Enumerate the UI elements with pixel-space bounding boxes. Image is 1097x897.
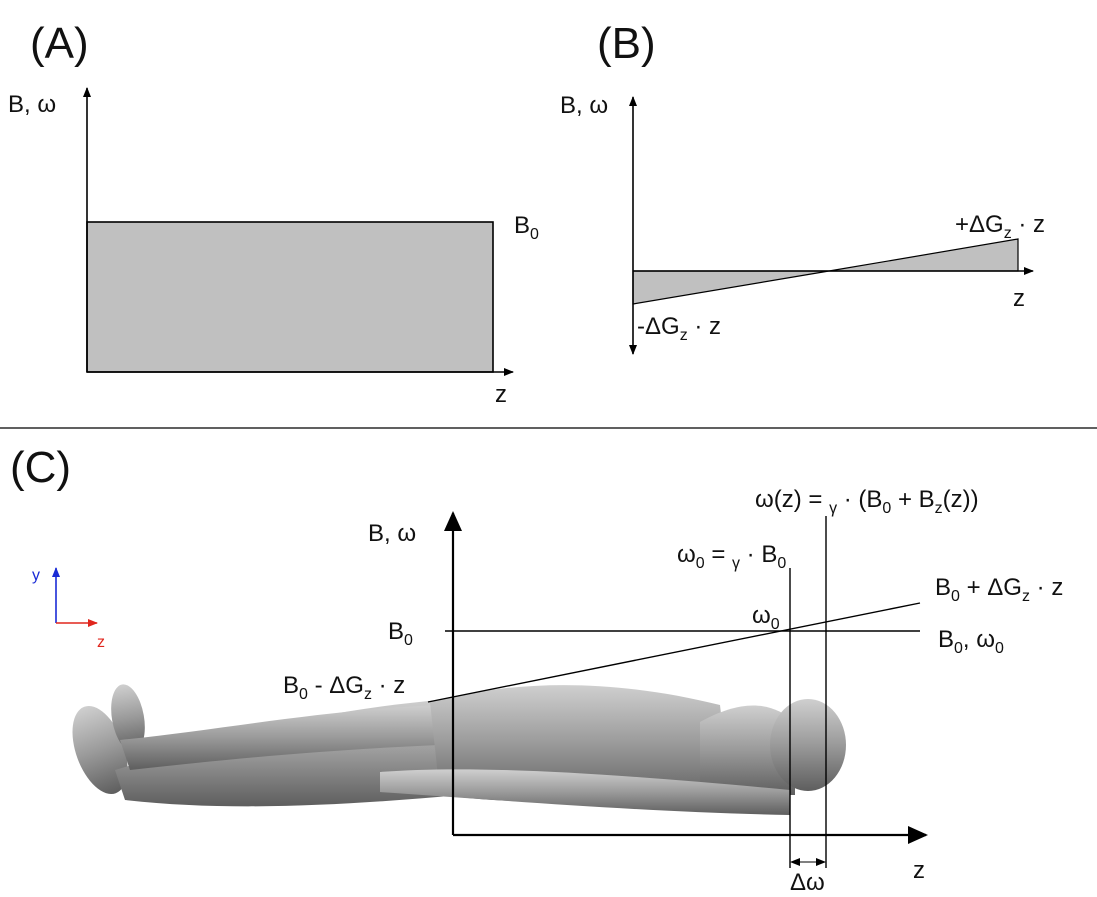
text-run: · (B <box>837 486 882 513</box>
text-run: = <box>705 541 732 568</box>
text-run: · z <box>372 672 405 699</box>
b0-label: B0 <box>388 618 413 649</box>
gradient-area <box>828 238 1019 272</box>
text-run: · z <box>1030 574 1063 601</box>
y-axis-label: B, ω <box>8 91 56 118</box>
lower-label: -ΔGz · z <box>637 313 721 344</box>
delta-omega-label: Δω <box>790 869 825 896</box>
omega0-label: ω0 <box>752 602 780 633</box>
text-run: · B <box>740 541 777 568</box>
axes-y-label: y <box>32 567 40 584</box>
text-run: B <box>514 212 530 239</box>
subscript: z <box>1022 588 1030 605</box>
subscript: 0 <box>777 555 786 572</box>
subscript: γ <box>732 555 740 572</box>
upper-label: +ΔGz · z <box>955 211 1045 242</box>
gradient-area <box>632 270 830 305</box>
axes-z-label: z <box>97 634 105 651</box>
subscript: z <box>1004 225 1012 242</box>
text-run: B <box>938 626 954 653</box>
subscript: 0 <box>995 640 1004 657</box>
y-axis-label: B, ω <box>368 520 416 547</box>
subscript: 0 <box>696 555 705 572</box>
panel-tag: (C) <box>10 443 71 492</box>
text-run: ω(z) = <box>755 486 829 513</box>
frequency-label: ω(z) = γ · (B0 + Bz(z)) <box>755 486 979 517</box>
x-axis-label: z <box>495 381 507 408</box>
subscript: 0 <box>299 686 308 703</box>
x-axis-label: z <box>913 857 925 884</box>
panel-tag: (B) <box>597 19 656 68</box>
y-axis-label: B, ω <box>560 92 608 119</box>
subscript: 0 <box>404 632 413 649</box>
baseline-label: B0, ω0 <box>938 626 1004 657</box>
gradient-high-label: B0 + ΔGz · z <box>935 574 1063 605</box>
subscript: z <box>935 500 943 517</box>
text-run: +ΔG <box>955 211 1004 238</box>
text-run: B <box>388 618 404 645</box>
panel-tag: (A) <box>30 19 89 68</box>
text-run: ω <box>752 602 771 629</box>
text-run: , ω <box>963 626 995 653</box>
field-area <box>86 221 494 373</box>
text-run: ω <box>677 541 696 568</box>
text-run: · z <box>688 313 721 340</box>
human-body <box>72 684 846 815</box>
subscript: z <box>364 686 372 703</box>
text-run: B <box>935 574 951 601</box>
x-axis-label: z <box>1013 285 1025 312</box>
text-run: + B <box>891 486 934 513</box>
subscript: 0 <box>771 616 780 633</box>
text-run: -ΔG <box>637 313 680 340</box>
text-run: + ΔG <box>960 574 1022 601</box>
subscript: 0 <box>530 226 539 243</box>
center-frequency-label: ω0 = γ · B0 <box>677 541 786 572</box>
gradient-line <box>427 602 921 703</box>
gradient-low-label: B0 - ΔGz · z <box>283 672 405 703</box>
text-run: · z <box>1012 211 1045 238</box>
text-run: (z)) <box>943 486 979 513</box>
subscript: z <box>680 327 688 344</box>
level-label: B0 <box>514 212 539 243</box>
subscript: 0 <box>954 640 963 657</box>
subscript: 0 <box>882 500 891 517</box>
text-run: B <box>283 672 299 699</box>
text-run: - ΔG <box>308 672 364 699</box>
subscript: γ <box>829 500 837 517</box>
subscript: 0 <box>951 588 960 605</box>
